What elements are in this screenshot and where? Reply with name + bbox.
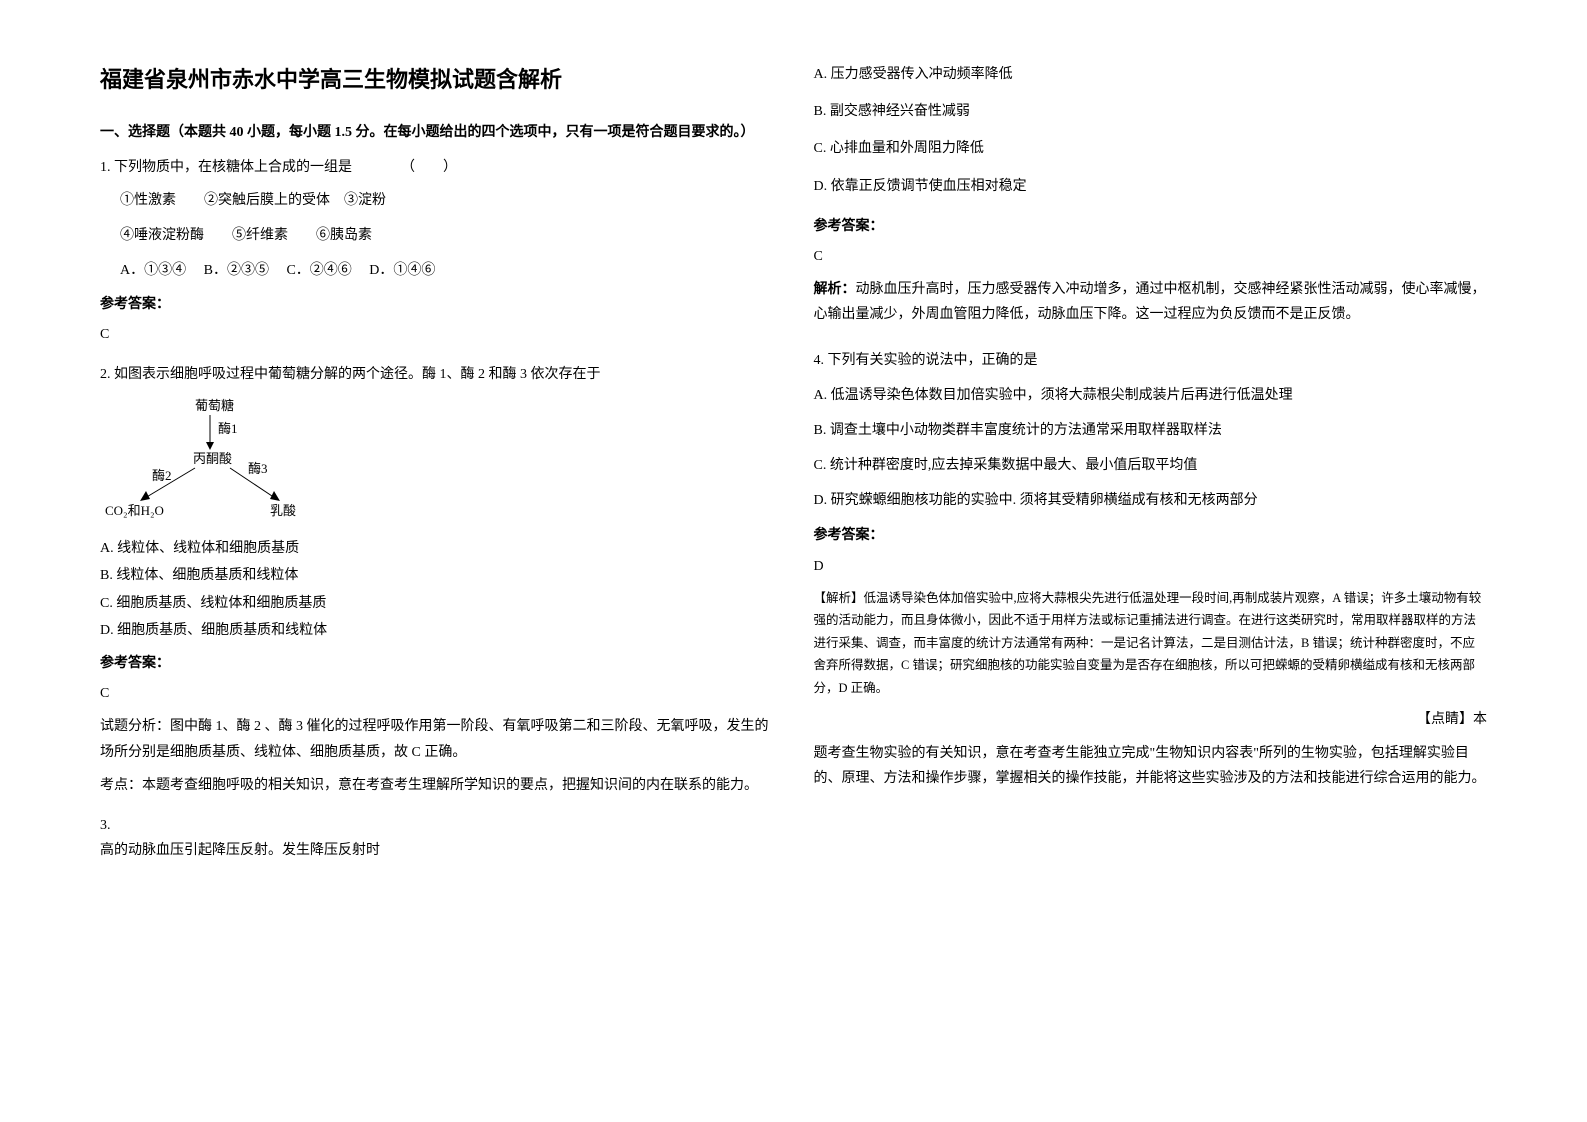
q3-stem: 3. <box>100 813 774 838</box>
q4-analysis: 【解析】低温诱导染色体加倍实验中,应将大蒜根尖先进行低温处理一段时间,再制成装片… <box>814 587 1488 700</box>
q4-optD: D. 研究蝾螈细胞核功能的实验中. 须将其受精卵横缢成有核和无核两部分 <box>814 488 1488 513</box>
q2-answer-label: 参考答案： <box>100 651 774 676</box>
left-column: 福建省泉州市赤水中学高三生物模拟试题含解析 一、选择题（本题共 40 小题，每小… <box>80 60 794 1062</box>
diagram-middle: 丙酮酸 <box>193 451 232 466</box>
q1-options: A．①③④ B．②③⑤ C．②④⑥ D．①④⑥ <box>120 258 774 283</box>
right-column: A. 压力感受器传入冲动频率降低 B. 副交感神经兴奋性减弱 C. 心排血量和外… <box>794 60 1508 1062</box>
q3-analysis-text: 动脉血压升高时，压力感受器传入冲动增多，通过中枢机制，交感神经紧张性活动减弱，使… <box>814 282 1486 322</box>
q2-analysis1: 试题分析：图中酶 1、酶 2 、酶 3 催化的过程呼吸作用第一阶段、有氧呼吸第二… <box>100 714 774 764</box>
q1-stem: 1. 下列物质中，在核糖体上合成的一组是 （ ） <box>100 155 774 180</box>
diagram-top: 葡萄糖 <box>195 398 234 413</box>
question-2: 2. 如图表示细胞呼吸过程中葡萄糖分解的两个途径。酶 1、酶 2 和酶 3 依次… <box>100 362 774 798</box>
question-1: 1. 下列物质中，在核糖体上合成的一组是 （ ） ①性激素 ②突触后膜上的受体 … <box>100 155 774 347</box>
q3-answer-label: 参考答案： <box>814 214 1488 239</box>
q1-line1: ①性激素 ②突触后膜上的受体 ③淀粉 <box>120 188 774 213</box>
question-3-right: A. 压力感受器传入冲动频率降低 B. 副交感神经兴奋性减弱 C. 心排血量和外… <box>814 62 1488 328</box>
diagram-enzyme1: 酶1 <box>218 421 238 436</box>
diagram-enzyme3: 酶3 <box>248 461 268 476</box>
q4-optA: A. 低温诱导染色体数目加倍实验中，须将大蒜根尖制成装片后再进行低温处理 <box>814 383 1488 408</box>
q4-point: 【点睛】本 <box>814 707 1488 732</box>
question-3-left: 3. 高的动脉血压引起降压反射。发生降压反射时 <box>100 813 774 863</box>
q2-optA: A. 线粒体、线粒体和细胞质基质 <box>100 536 774 561</box>
q4-stem: 4. 下列有关实验的说法中，正确的是 <box>814 348 1488 373</box>
q4-point-text: 题考查生物实验的有关知识，意在考查考生能独立完成"生物知识内容表"所列的生物实验… <box>814 741 1488 791</box>
q4-answer: D <box>814 554 1488 579</box>
q1-line2: ④唾液淀粉酶 ⑤纤维素 ⑥胰岛素 <box>120 223 774 248</box>
q2-answer: C <box>100 681 774 706</box>
diagram-right: 乳酸 <box>270 503 296 518</box>
q3-analysis-label: 解析： <box>814 282 856 297</box>
q4-answer-label: 参考答案： <box>814 523 1488 548</box>
section-heading: 一、选择题（本题共 40 小题，每小题 1.5 分。在每小题给出的四个选项中，只… <box>100 120 774 145</box>
q2-optD: D. 细胞质基质、细胞质基质和线粒体 <box>100 618 774 643</box>
q3-optD: D. 依靠正反馈调节使血压相对稳定 <box>814 174 1488 199</box>
q1-answer-label: 参考答案： <box>100 292 774 317</box>
question-4: 4. 下列有关实验的说法中，正确的是 A. 低温诱导染色体数目加倍实验中，须将大… <box>814 348 1488 791</box>
q4-optB: B. 调查土壤中小动物类群丰富度统计的方法通常采用取样器取样法 <box>814 418 1488 443</box>
q1-answer: C <box>100 322 774 347</box>
q3-answer: C <box>814 244 1488 269</box>
q3-line1: 高的动脉血压引起降压反射。发生降压反射时 <box>100 838 774 863</box>
q3-optB: B. 副交感神经兴奋性减弱 <box>814 99 1488 124</box>
q3-analysis: 解析：动脉血压升高时，压力感受器传入冲动增多，通过中枢机制，交感神经紧张性活动减… <box>814 277 1488 327</box>
q4-optC: C. 统计种群密度时,应去掉采集数据中最大、最小值后取平均值 <box>814 453 1488 478</box>
q2-analysis2: 考点：本题考查细胞呼吸的相关知识，意在考查考生理解所学知识的要点，把握知识间的内… <box>100 773 774 798</box>
q2-optC: C. 细胞质基质、线粒体和细胞质基质 <box>100 591 774 616</box>
q2-optB: B. 线粒体、细胞质基质和线粒体 <box>100 563 774 588</box>
q3-optA: A. 压力感受器传入冲动频率降低 <box>814 62 1488 87</box>
page-title: 福建省泉州市赤水中学高三生物模拟试题含解析 <box>100 60 774 100</box>
diagram-enzyme2: 酶2 <box>152 468 172 483</box>
q2-diagram: 葡萄糖 酶1 丙酮酸 酶2 酶3 CO₂和H₂O 乳酸 <box>100 395 320 525</box>
q2-stem: 2. 如图表示细胞呼吸过程中葡萄糖分解的两个途径。酶 1、酶 2 和酶 3 依次… <box>100 362 774 387</box>
diagram-left: CO₂和H₂O <box>105 503 164 518</box>
q4-point-label: 【点睛】本 <box>1417 712 1487 727</box>
q3-optC: C. 心排血量和外周阻力降低 <box>814 136 1488 161</box>
